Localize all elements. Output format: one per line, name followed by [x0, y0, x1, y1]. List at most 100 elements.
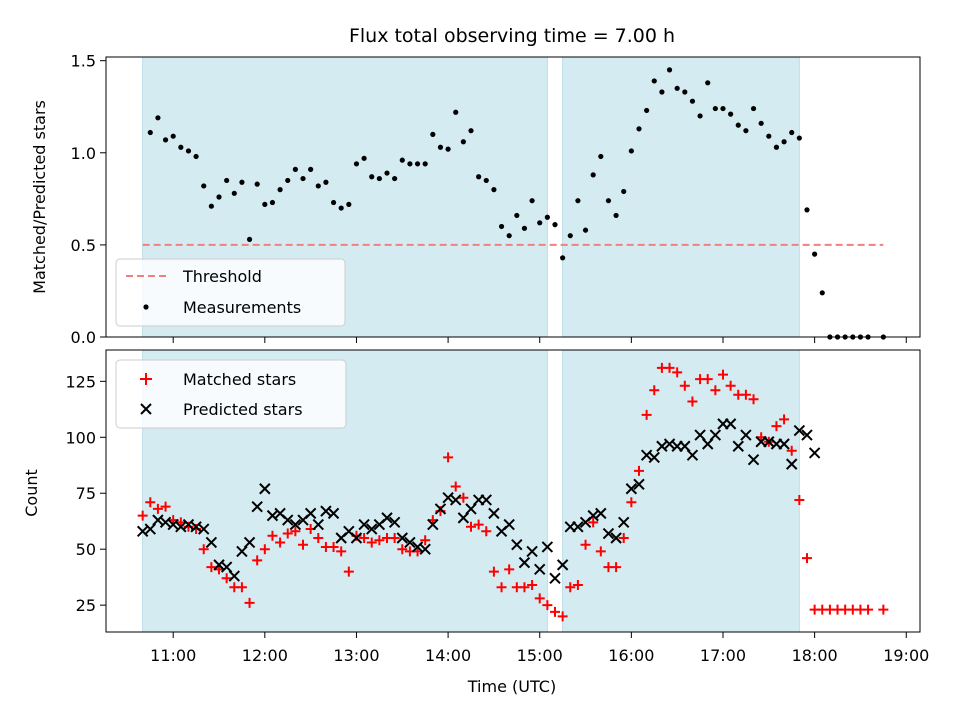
x-tick-label: 18:00 — [792, 646, 838, 665]
y-tick-label: 1.0 — [71, 144, 96, 163]
measurement-point — [598, 153, 604, 160]
predicted-star-point — [434, 503, 447, 515]
predicted-star-point — [511, 539, 523, 551]
observing-span-2 — [562, 56, 800, 338]
measurement-point — [224, 177, 230, 184]
measurement-point — [773, 144, 780, 150]
y-tick-label: 125 — [65, 372, 96, 391]
measurement-point — [384, 170, 390, 176]
measurement-point — [605, 198, 612, 204]
predicted-star-point — [549, 572, 561, 584]
matched-star-point — [198, 544, 209, 555]
bottom-y-axis-label: Count — [22, 469, 41, 517]
predicted-star-point — [304, 507, 317, 520]
measurement-point — [231, 190, 237, 196]
y-tick-label: 0.5 — [71, 236, 96, 255]
measurement-point — [185, 148, 192, 154]
predicted-star-point — [396, 532, 408, 544]
matched-star-point — [588, 517, 599, 528]
measurement-point — [430, 131, 436, 137]
matched-star-point — [580, 539, 591, 550]
x-tick-label: 15:00 — [517, 646, 563, 665]
measurement-point — [277, 187, 283, 193]
predicted-star-point — [709, 429, 722, 441]
legend-predicted-label: Predicted stars — [183, 400, 303, 419]
predicted-star-point — [572, 521, 584, 533]
top-y-axis-label: Matched/Predicted stars — [30, 100, 49, 294]
top-x-ticks — [172, 337, 907, 343]
measurement-point — [590, 172, 596, 178]
predicted-star-point — [488, 507, 500, 520]
matched-star-point — [473, 519, 484, 530]
measurement-point — [544, 214, 550, 220]
matched-star-point — [557, 611, 568, 622]
bottom-axes-frame — [105, 349, 921, 633]
matched-star-point — [565, 582, 576, 593]
matched-star-point — [267, 530, 278, 541]
predicted-star-point — [808, 447, 821, 459]
matched-star-point — [779, 414, 790, 425]
measurement-point — [674, 85, 680, 91]
predicted-star-point — [618, 516, 630, 529]
matched-star-point — [863, 604, 874, 615]
x-tick-label: 11:00 — [150, 646, 196, 665]
legend-measurements-swatch — [143, 304, 149, 310]
measurement-point — [506, 233, 512, 239]
measurement-point — [705, 80, 711, 86]
predicted-star-point — [556, 559, 569, 571]
predicted-star-point — [518, 556, 531, 569]
measurement-point — [766, 133, 772, 139]
matched-star-point — [137, 510, 148, 521]
measurement-point — [208, 203, 214, 209]
measurement-point — [498, 223, 505, 230]
predicted-star-point — [228, 570, 240, 582]
y-tick-label: 75 — [76, 484, 96, 503]
measurement-point — [269, 199, 276, 206]
matched-star-point — [450, 481, 461, 492]
predicted-star-point — [450, 494, 462, 506]
matched-star-point — [458, 492, 469, 503]
matched-star-point — [549, 606, 560, 617]
matched-star-point — [542, 600, 553, 611]
bottom-y-ticks: 25 50 75 100 125 — [65, 372, 106, 615]
matched-star-point — [481, 526, 492, 537]
matched-star-point — [259, 544, 270, 555]
measurement-point — [437, 144, 444, 150]
measurement-point — [330, 199, 337, 206]
legend-threshold-label: Threshold — [182, 267, 262, 286]
observing-span-2 — [562, 349, 800, 633]
top-panel: 0.0 0.5 1.0 1.5 Flux total observing time =… — [30, 25, 921, 347]
measurement-point — [682, 89, 688, 95]
matched-star-point — [786, 445, 797, 456]
top-legend: Threshold Measurements — [115, 258, 346, 327]
measurement-point — [804, 207, 810, 213]
measurement-point — [361, 155, 367, 161]
measurement-point — [613, 212, 619, 219]
predicted-star-point — [747, 453, 760, 466]
matched-star-point — [519, 582, 530, 593]
measurement-point — [728, 111, 734, 117]
predicted-star-point — [732, 440, 744, 452]
legend-predicted-swatch — [140, 403, 152, 415]
matched-star-point — [366, 537, 377, 548]
x-tick-label: 12:00 — [242, 646, 288, 665]
matched-star-point — [389, 533, 400, 543]
matched-star-point — [641, 409, 652, 420]
matched-star-point — [534, 593, 545, 604]
measurement-point — [582, 227, 589, 233]
matched-star-point — [740, 389, 751, 400]
matched-star-point — [145, 497, 156, 508]
predicted-star-point — [602, 527, 615, 540]
measurement-point — [689, 98, 696, 104]
matched-star-point — [595, 546, 606, 557]
measurement-point — [720, 105, 726, 112]
predicted-star-point — [541, 541, 554, 553]
predicted-star-point — [419, 543, 431, 555]
measurement-point — [460, 139, 466, 145]
measurement-point — [666, 67, 673, 73]
measurement-point — [644, 107, 650, 114]
bottom-legend: Matched stars Predicted stars — [115, 359, 347, 429]
matched-star-point — [633, 465, 644, 476]
matched-star-point — [221, 573, 232, 584]
measurement-point — [170, 133, 176, 139]
